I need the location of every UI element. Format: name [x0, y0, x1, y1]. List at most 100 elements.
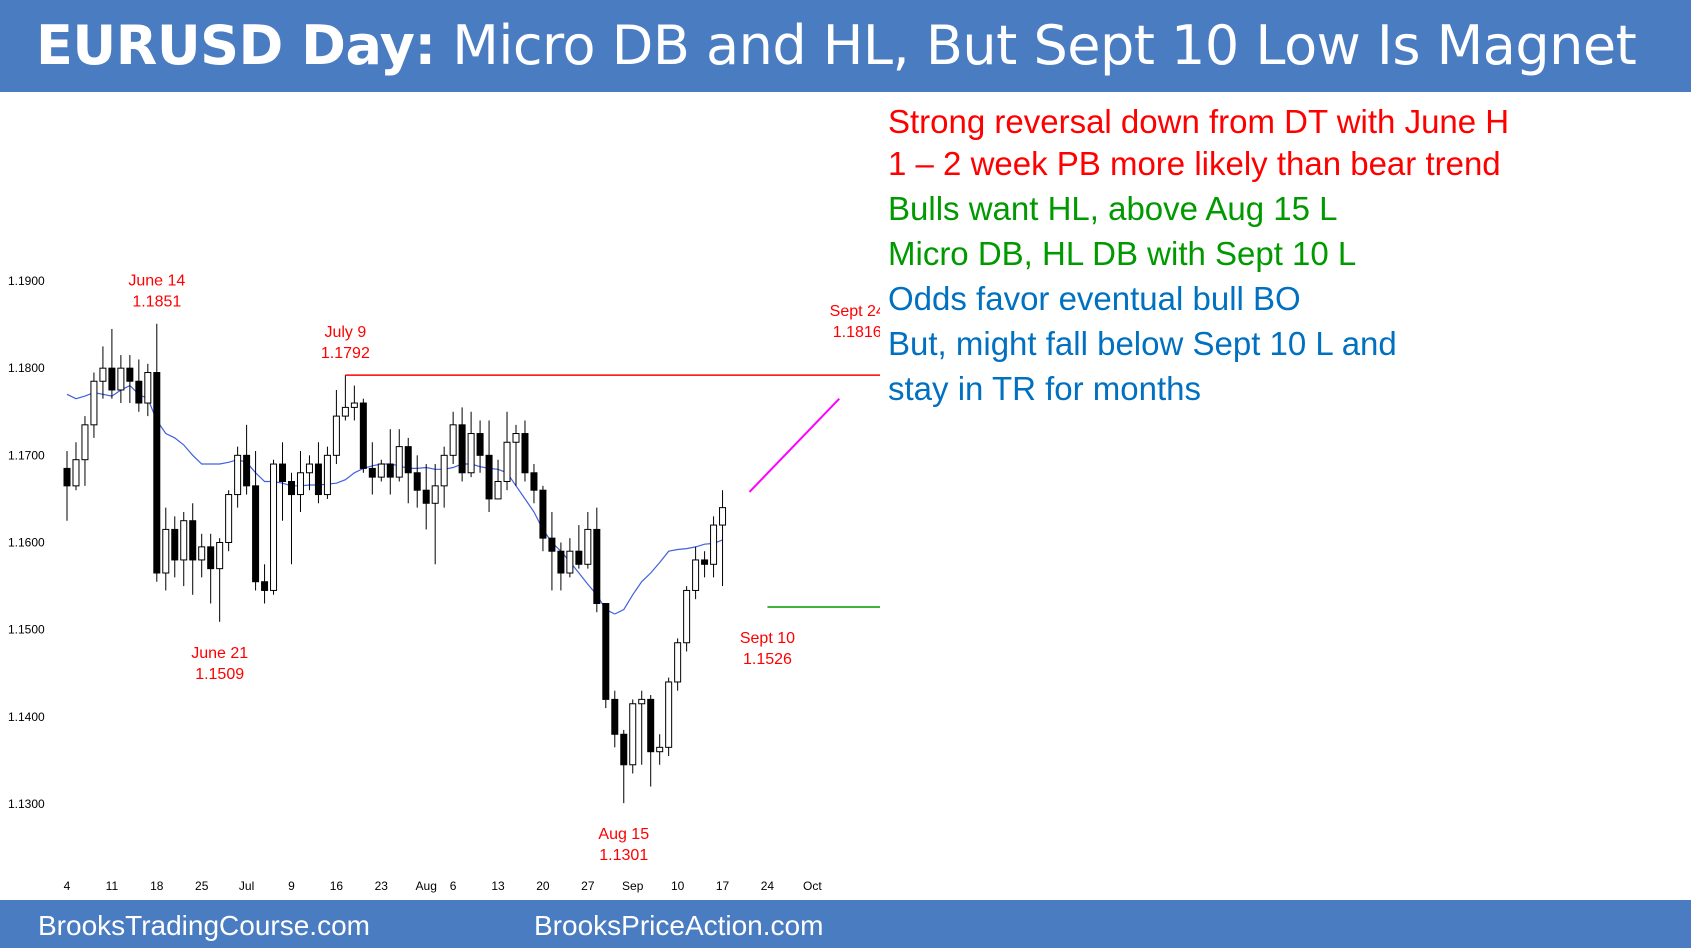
bull-candle	[656, 746, 664, 753]
swing-label-price: 1.1816	[833, 324, 880, 341]
bull-candle	[692, 559, 700, 591]
bull-candle	[270, 463, 278, 591]
bear-candle	[135, 380, 143, 404]
bull-candle	[341, 406, 349, 417]
x-tick-label: 27	[581, 879, 595, 893]
bull-candle	[665, 681, 673, 748]
swing-label-price: 1.1526	[743, 651, 792, 668]
title-rest: Micro DB and HL, But Sept 10 Low Is Magn…	[435, 14, 1637, 77]
bear-candle	[575, 550, 583, 565]
note-7: stay in TR for months	[888, 370, 1202, 407]
y-tick-label: 1.1700	[8, 448, 45, 462]
x-tick-label: 4	[64, 879, 71, 893]
footer-bar	[0, 900, 1691, 948]
title-bar: EURUSD Day: Micro DB and HL, But Sept 10…	[0, 0, 1691, 92]
swing-label-date: July 9	[324, 324, 366, 341]
y-tick-label: 1.1500	[8, 623, 45, 637]
swing-label-price: 1.1301	[599, 847, 648, 864]
bull-candle	[305, 463, 313, 474]
bear-candle	[539, 489, 547, 539]
bull-candle	[674, 642, 682, 683]
bull-candle	[710, 524, 718, 565]
bear-candle	[243, 454, 251, 487]
y-tick-label: 1.1800	[8, 361, 45, 375]
bull-candle	[395, 446, 403, 478]
x-tick-label: Sep	[622, 879, 644, 893]
bull-candle	[296, 472, 304, 496]
candlestick-chart: 1.1900 1.1800 1.1700 1.1600 1.1500 1.1400 1.13…	[8, 273, 880, 893]
bull-candle	[350, 402, 358, 408]
bull-candle	[683, 589, 691, 644]
x-tick-label: 24	[761, 879, 775, 893]
bear-candle	[647, 698, 655, 753]
swing-label-date: Sept 10	[740, 630, 795, 647]
bear-candle	[368, 467, 376, 478]
bear-candle	[288, 480, 295, 496]
bear-candle	[611, 698, 619, 735]
bear-candle	[63, 467, 71, 487]
bull-candle	[449, 424, 457, 456]
bull-candle	[225, 494, 233, 543]
trendline-line	[748, 397, 841, 493]
swing-label-price: 1.1851	[132, 294, 181, 311]
bull-candle	[144, 372, 152, 404]
swing-label-price: 1.1792	[321, 345, 370, 362]
bull-candle	[234, 454, 242, 496]
y-tick-label: 1.1300	[8, 797, 45, 811]
note-6: But, might fall below Sept 10 L and	[888, 325, 1397, 362]
x-tick-label: 25	[195, 879, 209, 893]
bear-candle	[261, 581, 269, 591]
bear-candle	[386, 463, 394, 478]
swing-label-date: June 14	[128, 273, 185, 290]
bear-candle	[207, 546, 215, 570]
bull-candle	[584, 528, 592, 565]
x-tick-label: 18	[150, 879, 164, 893]
x-tick-label: 17	[716, 879, 730, 893]
x-tick-label: 11	[106, 879, 119, 893]
note-3: Bulls want HL, above Aug 15 L	[888, 190, 1338, 227]
bear-candle	[171, 528, 179, 561]
bear-candle	[521, 433, 529, 474]
bear-candle	[108, 367, 116, 391]
y-tick-label: 1.1400	[8, 710, 45, 724]
swing-label-price: 1.1509	[195, 666, 244, 683]
page-title: EURUSD Day: Micro DB and HL, But Sept 10…	[36, 14, 1637, 77]
bull-candle	[323, 454, 331, 496]
bear-candle	[458, 424, 466, 474]
bull-candle	[180, 520, 188, 561]
bear-candle	[602, 603, 610, 700]
x-tick-label: Oct	[803, 879, 822, 893]
bull-candle	[440, 454, 448, 487]
bear-candle	[620, 733, 628, 766]
bull-candle	[90, 380, 98, 426]
bull-candle	[629, 703, 637, 766]
swing-label-date: Sept 24	[830, 303, 880, 320]
note-1: Strong reversal down from DT with June H	[888, 103, 1510, 140]
bull-candle	[99, 367, 107, 382]
bull-candle	[162, 528, 170, 574]
bear-candle	[593, 528, 601, 605]
x-tick-label: 20	[536, 879, 550, 893]
bull-candle	[81, 424, 89, 461]
title-bold: EURUSD Day:	[36, 14, 436, 77]
bull-candle	[719, 507, 727, 526]
bear-candle	[413, 472, 421, 491]
bull-candle	[503, 441, 511, 482]
note-4: Micro DB, HL DB with Sept 10 L	[888, 235, 1357, 272]
footer-link-left[interactable]: BrooksTradingCourse.com	[38, 910, 370, 941]
x-tick-label: 16	[330, 879, 344, 893]
swing-label-date: Aug 15	[598, 826, 649, 843]
bear-candle	[189, 520, 197, 561]
bull-candle	[431, 485, 439, 504]
bull-candle	[638, 698, 646, 705]
bull-candle	[72, 459, 80, 487]
bull-candle	[494, 480, 502, 500]
bull-candle	[566, 550, 574, 574]
bull-candle	[512, 433, 520, 443]
bear-candle	[279, 463, 287, 482]
bull-candle	[467, 433, 475, 474]
x-tick-label: 10	[671, 879, 685, 893]
x-tick-label: 23	[375, 879, 389, 893]
footer-link-right[interactable]: BrooksPriceAction.com	[534, 910, 824, 941]
bull-candle	[332, 415, 340, 456]
